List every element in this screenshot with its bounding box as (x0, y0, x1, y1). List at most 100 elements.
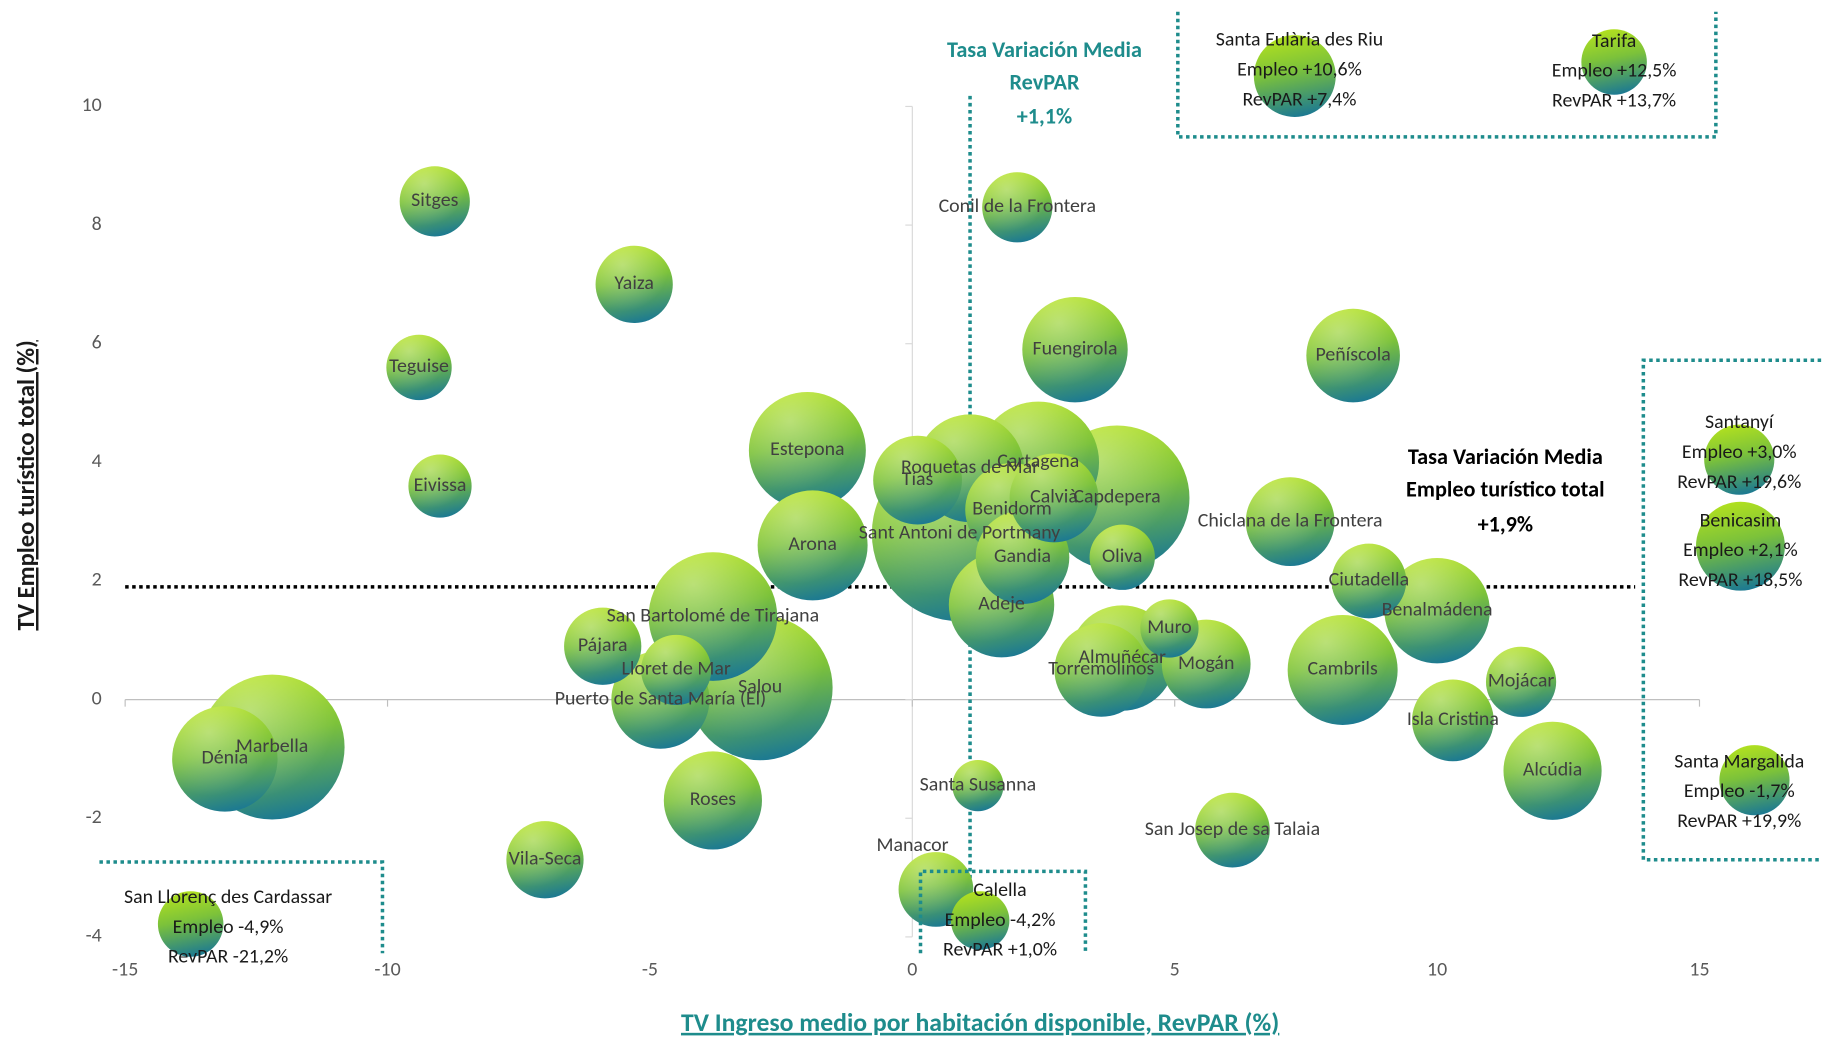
bubble-highlight (386, 334, 452, 401)
x-tick-label: -10 (374, 958, 400, 982)
bubble-highlight (1140, 599, 1199, 658)
point-label: Marbella (236, 734, 308, 758)
bubble-highlight (595, 245, 673, 324)
callout-text: Empleo +2,1% (1683, 538, 1798, 562)
bubble (172, 706, 278, 812)
point-label: Puerto de Santa María (El) (555, 686, 766, 710)
bubble-highlight (1089, 524, 1155, 590)
y-tick-label: 4 (92, 449, 102, 473)
point-label: Sitges (411, 188, 458, 212)
bubble (1054, 623, 1149, 717)
bubble-highlight (952, 760, 1004, 812)
point-label: Benidorm (972, 497, 1051, 521)
point-label: Fuengirola (1033, 336, 1118, 360)
point-label: Salou (738, 675, 782, 699)
point-label: Eivissa (414, 473, 467, 497)
y-tick-label: -2 (86, 805, 102, 829)
bubble-highlight (506, 821, 584, 899)
y-tick-label: 8 (92, 212, 102, 236)
callout-text: Empleo -4,2% (945, 908, 1056, 932)
bubble (1503, 721, 1602, 820)
callout-bubble (950, 891, 1010, 950)
bubble (1245, 477, 1335, 567)
point-label: Chiclana de la Frontera (1198, 508, 1383, 532)
bubble (1331, 543, 1407, 619)
bubble-highlight (748, 392, 866, 509)
y-tick-label: 2 (92, 568, 102, 592)
bubble-highlight (564, 607, 642, 685)
bubble-highlight (1384, 557, 1490, 664)
bubble-highlight (641, 634, 712, 706)
y-tick-label: -4 (86, 924, 102, 948)
point-label: Calvià (1030, 485, 1078, 509)
reference-label: Tasa Variación Media (1408, 443, 1603, 470)
bubble-highlight (1485, 646, 1557, 717)
point-label: Vila-Seca (509, 847, 582, 871)
point-label: Cartagena (997, 449, 1079, 473)
point-label: Muro (1147, 615, 1192, 639)
bubble (1384, 557, 1490, 664)
callout-text: RevPAR +7,4% (1242, 87, 1356, 111)
callout-text: Santa Margalida (1674, 749, 1804, 773)
callout-text: Empleo -4,9% (173, 915, 284, 939)
point-label: Peñíscola (1315, 342, 1390, 366)
bubble (1287, 614, 1398, 725)
callout-text: RevPAR +18,5% (1678, 568, 1802, 592)
reference-value: +1,9% (1478, 511, 1534, 538)
bubble-highlight (1009, 453, 1099, 543)
reference-label: RevPAR (1009, 69, 1080, 96)
bubble (1089, 524, 1155, 590)
callout-frame (918, 869, 1088, 954)
bubble (1195, 792, 1270, 868)
callout-text: Empleo -1,7% (1684, 779, 1795, 803)
y-tick-label: 10 (82, 93, 102, 117)
callout-text: Empleo +3,0% (1682, 440, 1797, 464)
plot: -15 -10 -5 0 5 10 15 -4 -2 0 2 4 6 8 10 Tasa Variación … (82, 11, 1822, 982)
point-label: Pájara (578, 633, 628, 657)
bubble-highlight (408, 454, 472, 518)
callout-bubble (1719, 745, 1790, 816)
point-label: Manacor (876, 833, 948, 857)
point-label: San Josep de sa Talaia (1145, 817, 1320, 841)
point-label: Lloret de Mar (622, 657, 731, 681)
bubble-highlight (982, 172, 1053, 243)
bubble-highlight (873, 435, 962, 525)
bubble-highlight (1411, 679, 1494, 762)
x-tick-label: 0 (907, 958, 917, 982)
callout-text: RevPAR +19,6% (1677, 470, 1801, 494)
bubble-highlight (1287, 614, 1398, 725)
point-label: Benalmádena (1382, 597, 1493, 621)
bubble-highlight (1503, 721, 1602, 820)
bubble-highlight (1306, 308, 1400, 403)
bubble-highlight (172, 706, 278, 812)
callout-frame (99, 860, 385, 954)
bubble-highlight (1054, 623, 1149, 717)
x-tick-label: -5 (642, 958, 658, 982)
callout-frame (1641, 358, 1822, 862)
callout-bubble (1695, 501, 1785, 591)
callout-text: Calella (973, 878, 1026, 902)
bubble (982, 172, 1053, 243)
point-label: Estepona (770, 437, 844, 461)
callout-text: Empleo +10,6% (1237, 58, 1362, 82)
bubble (1009, 453, 1099, 543)
bubble (408, 454, 472, 518)
y-tick-label: 6 (92, 330, 102, 354)
callout-text: RevPAR -21,2% (168, 945, 288, 969)
bubble (386, 334, 452, 401)
point-label: Ciutadella (1329, 568, 1410, 592)
point-label: Cambrils (1308, 657, 1378, 681)
bubble (1411, 679, 1494, 762)
bubble (564, 607, 642, 685)
point-label: Capdepera (1073, 485, 1160, 509)
bubble (952, 760, 1004, 812)
y-axis-title: TV Empleo turístico total (%) (11, 340, 41, 630)
point-label: Isla Cristina (1407, 707, 1499, 731)
point-label: Teguise (389, 354, 449, 378)
point-label: Roquetas de Mar (901, 455, 1039, 479)
x-tick-label: -15 (112, 958, 138, 982)
bubble (757, 490, 868, 601)
bubble (1306, 308, 1400, 403)
point-label: Yaiza (614, 271, 654, 295)
